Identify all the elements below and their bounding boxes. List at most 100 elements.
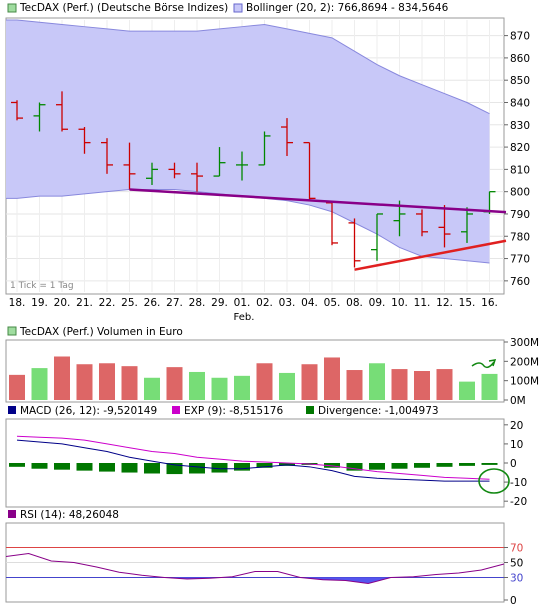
divergence-bar xyxy=(166,463,183,475)
date-label: 03. xyxy=(279,297,296,309)
divergence-bar xyxy=(234,463,250,471)
rsi-tick-label: 50 xyxy=(510,558,523,570)
rsi-oversold-fill xyxy=(6,577,504,584)
legend-swatch-volume xyxy=(7,326,17,336)
volume-bar xyxy=(234,375,250,400)
rsi-legend: RSI (14): 48,26048 xyxy=(20,509,119,521)
red-trendline xyxy=(354,239,507,271)
legend-swatch-bollinger xyxy=(233,3,243,13)
green-circle-annotation xyxy=(478,468,510,494)
macd-tick-label: -10 xyxy=(510,477,527,489)
rsi-tick-label: 0 xyxy=(510,595,517,606)
ohlc-bar xyxy=(168,162,181,179)
divergence-bar xyxy=(99,463,115,472)
month-label: Feb. xyxy=(234,312,255,323)
divergence-bar xyxy=(459,463,475,466)
macd-line xyxy=(16,439,490,482)
volume-bar xyxy=(9,374,25,400)
price-tick-label: 840 xyxy=(510,97,530,109)
divergence-bar xyxy=(391,463,408,469)
date-label: 11. xyxy=(414,297,431,309)
volume-bar xyxy=(144,377,160,400)
divergence-bar xyxy=(211,463,228,473)
exp-legend: EXP (9): -8,515176 xyxy=(184,405,283,417)
ohlc-bar xyxy=(101,138,113,174)
ohlc-bar xyxy=(123,142,136,190)
rsi-y-axis: 70 50 30 0 xyxy=(504,543,523,607)
bollinger-band-area xyxy=(6,20,490,264)
divergence-bar xyxy=(9,463,25,467)
ohlc-bar xyxy=(461,207,473,243)
price-tick-label: 800 xyxy=(510,187,530,199)
volume-bar xyxy=(76,364,93,400)
date-label: 16. xyxy=(481,297,498,309)
ohlc-bar xyxy=(56,91,68,132)
volume-bars xyxy=(9,356,498,400)
date-label: 20. xyxy=(54,297,71,309)
volume-tick-label: 100M xyxy=(510,376,539,388)
rsi-line xyxy=(5,552,505,585)
divergence-bar xyxy=(414,463,430,468)
ohlc-bar xyxy=(213,147,226,177)
divergence-bar xyxy=(54,463,70,470)
date-label: 19. xyxy=(31,297,48,309)
divergence-bar xyxy=(256,463,273,468)
divergence-bar xyxy=(369,463,385,470)
date-axis: 18. 19. 20. 21. 22. 25. 26. 27. 28. 29. 01. 02. 03. 0… xyxy=(9,297,498,309)
macd-y-axis: 20 10 0 -10 -20 xyxy=(504,420,527,508)
volume-bar xyxy=(324,357,340,400)
legend-swatch-tecdax xyxy=(7,3,17,13)
macd-tick-label: 0 xyxy=(510,458,517,470)
volume-tick-label: 0M xyxy=(510,395,526,407)
date-label: 22. xyxy=(99,297,116,309)
volume-tick-label: 300M xyxy=(510,337,539,349)
divergence-bar xyxy=(121,463,138,473)
volume-bar xyxy=(436,369,453,400)
divergence-bar xyxy=(31,463,48,469)
volume-bar xyxy=(346,370,363,400)
price-tick-label: 770 xyxy=(510,254,530,266)
date-label: 02. xyxy=(256,297,273,309)
volume-y-axis: 300M 200M 100M 0M xyxy=(504,337,539,407)
divergence-bar xyxy=(189,463,205,474)
price-y-axis: 870 860 850 840 830 820 810 800 790 780 770 760 xyxy=(504,31,530,288)
date-label: 09. xyxy=(369,297,386,309)
price-tick-label: 760 xyxy=(510,276,530,288)
date-label: 26. xyxy=(144,297,161,309)
ohlc-bar xyxy=(416,209,428,237)
volume-bar xyxy=(31,368,48,400)
date-label: 12. xyxy=(436,297,453,309)
volume-bar xyxy=(414,371,430,400)
volume-bar xyxy=(459,381,475,400)
divergence-bar xyxy=(481,463,498,465)
date-label: 10. xyxy=(391,297,408,309)
volume-bar xyxy=(54,356,70,400)
macd-tick-label: 20 xyxy=(510,420,523,432)
bollinger-upper-line xyxy=(6,19,490,115)
price-tick-label: 860 xyxy=(510,53,530,65)
rsi-tick-label: 70 xyxy=(510,543,523,555)
macd-tick-label: 10 xyxy=(510,439,523,451)
date-label: 15. xyxy=(459,297,476,309)
ohlc-bar xyxy=(348,218,361,268)
date-label: 08. xyxy=(346,297,363,309)
bollinger-legend: Bollinger (20, 2): 766,8694 - 834,5646 xyxy=(246,2,449,14)
date-label: 04. xyxy=(301,297,318,309)
legend-swatch-rsi xyxy=(8,510,16,518)
green-arrow-annotation xyxy=(471,359,497,369)
price-tick-label: 790 xyxy=(510,209,530,221)
volume-bar xyxy=(301,364,318,400)
price-tick-label: 830 xyxy=(510,120,530,132)
ohlc-bar xyxy=(33,102,46,132)
ohlc-bar xyxy=(281,118,293,156)
date-label: 25. xyxy=(121,297,138,309)
volume-bar xyxy=(189,371,205,400)
volume-bar xyxy=(481,373,498,400)
ohlc-bar xyxy=(258,131,271,166)
date-label: 01. xyxy=(234,297,251,309)
volume-title: TecDAX (Perf.) Volumen in Euro xyxy=(19,326,183,338)
date-label: 28. xyxy=(189,297,206,309)
divergence-bar xyxy=(346,463,363,471)
volume-tick-label: 200M xyxy=(510,356,539,368)
